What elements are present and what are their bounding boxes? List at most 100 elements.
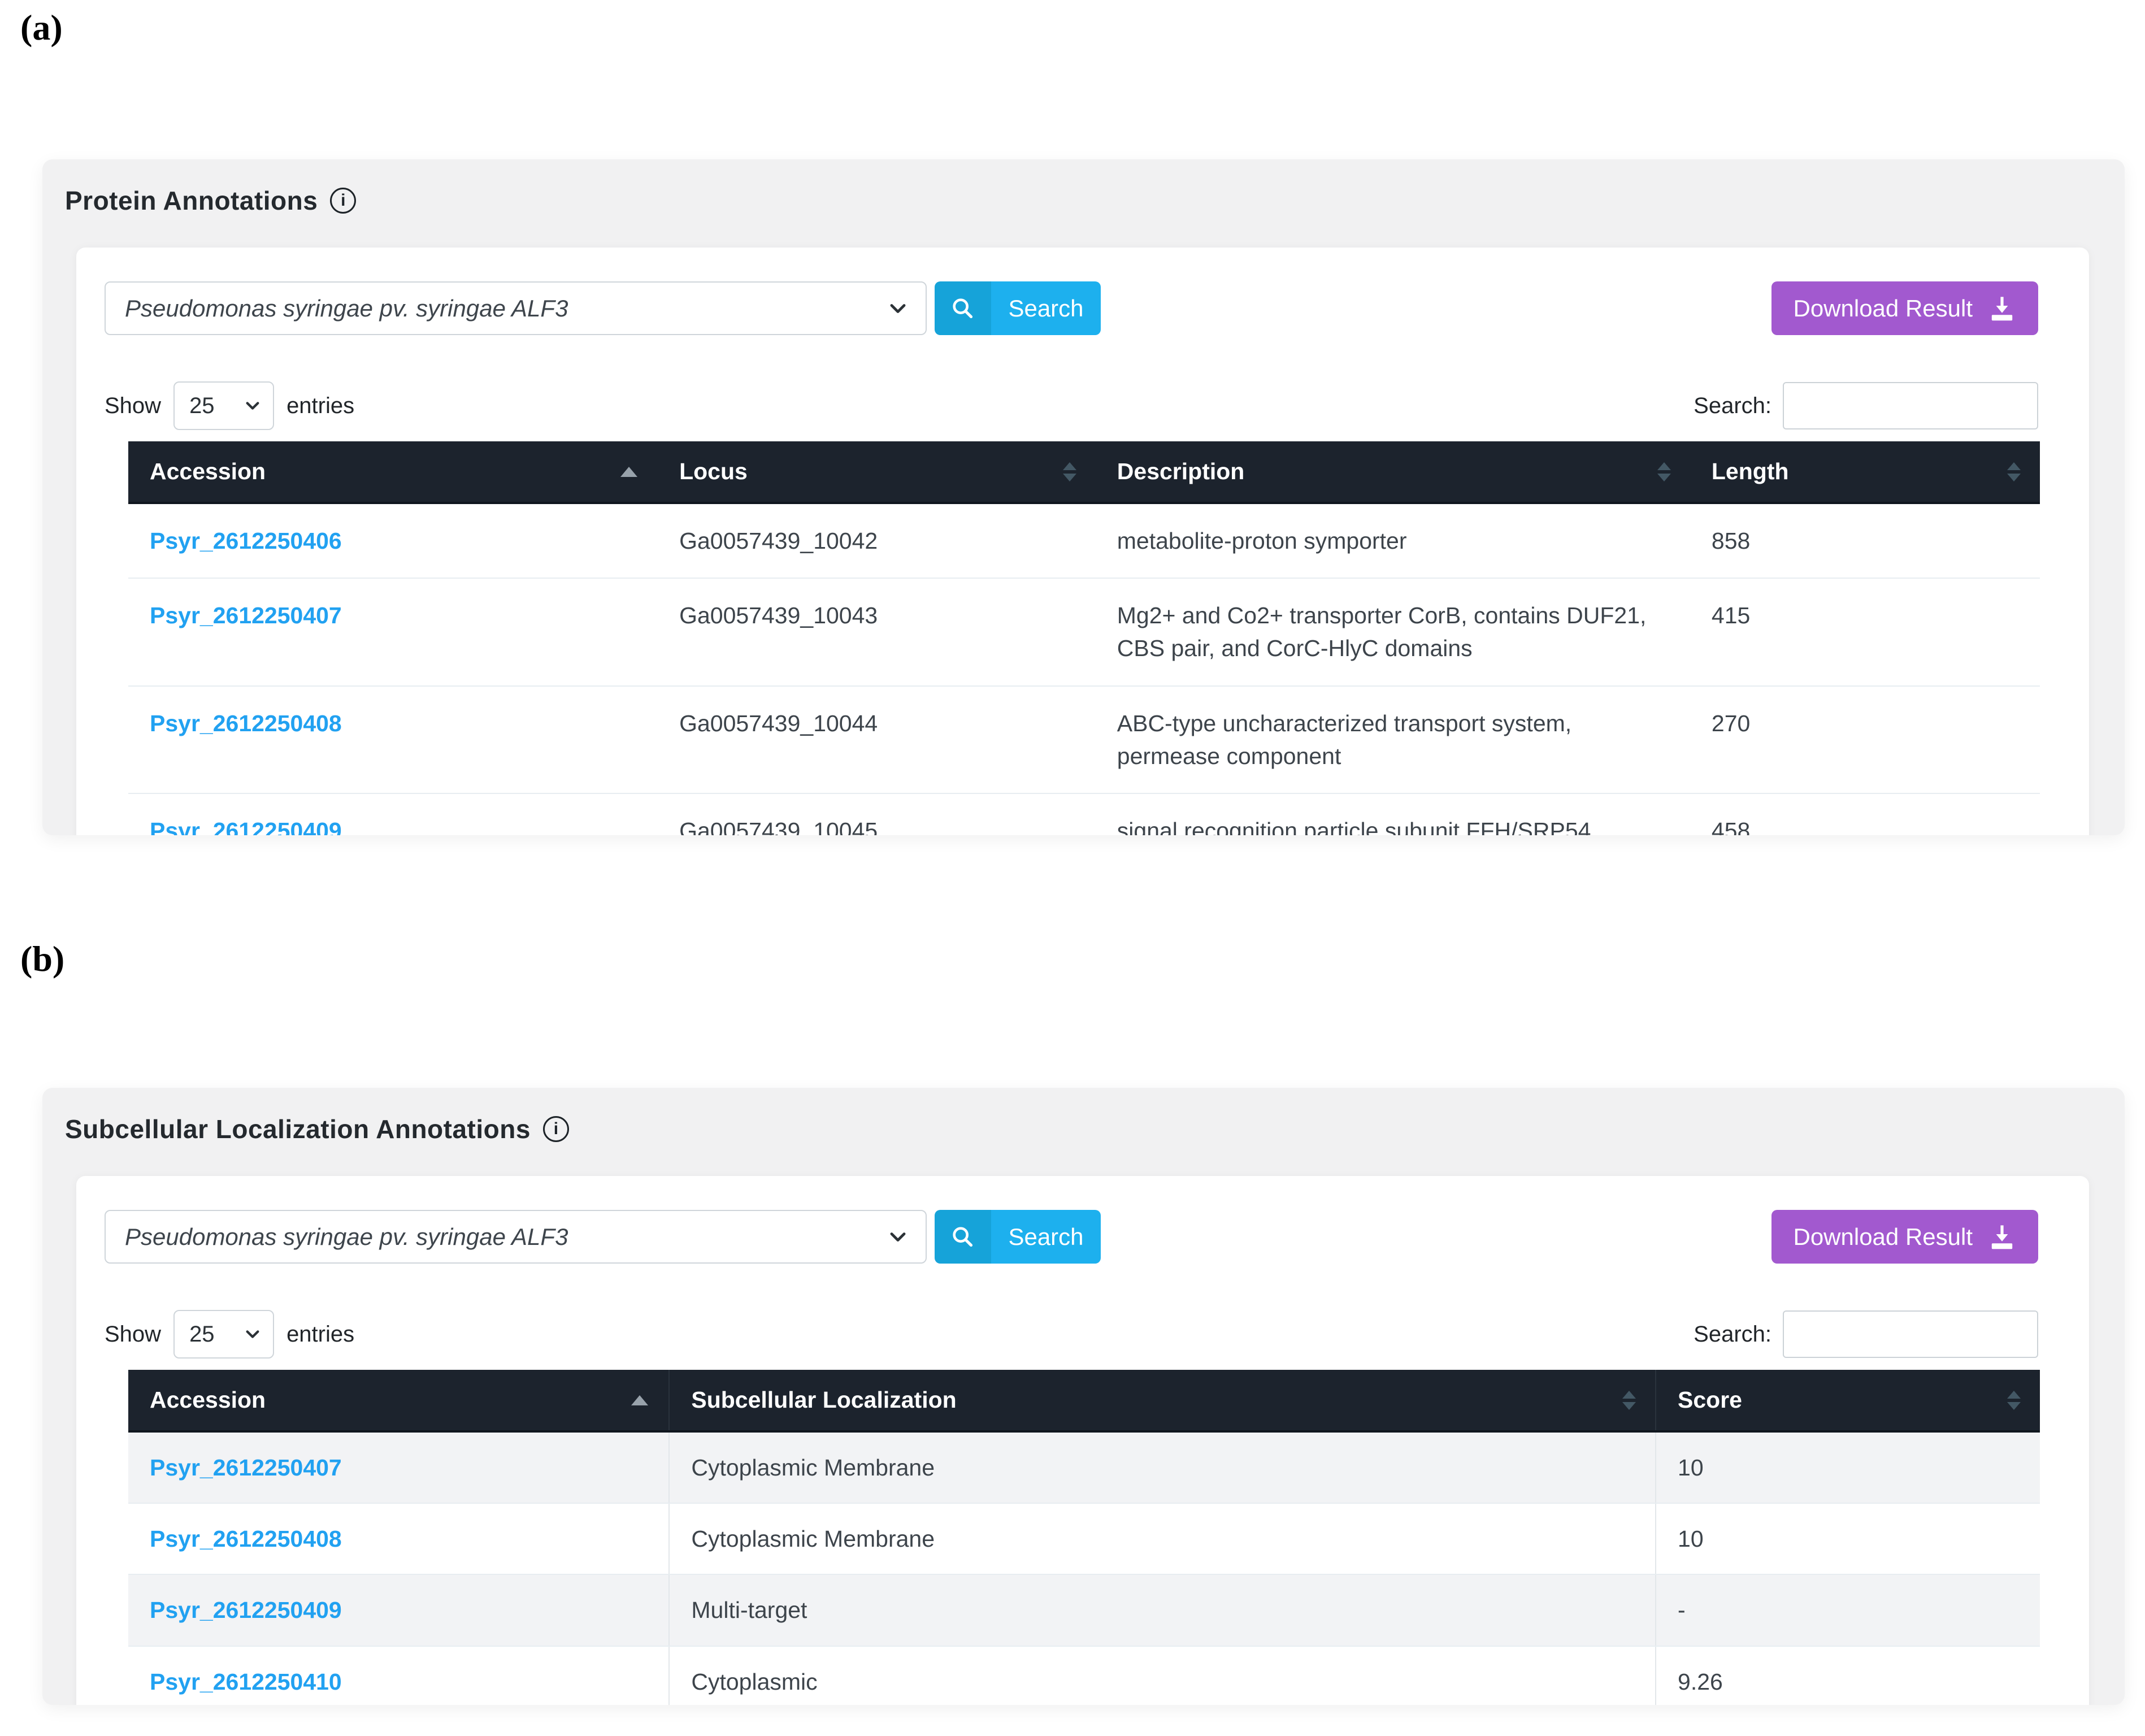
panel-b-card: Pseudomonas syringae pv. syringae ALF3 S…: [76, 1176, 2089, 1705]
table-header-row: Accession Subcellular Localization Score: [128, 1370, 2040, 1433]
accession-link[interactable]: Psyr_2612250409: [150, 818, 342, 835]
organism-search-group: Search: [935, 1210, 1101, 1264]
cell-description: Mg2+ and Co2+ transporter CorB, contains…: [1095, 578, 1690, 687]
download-icon: [1991, 296, 2013, 320]
panel-a-title-row: Protein Annotations i: [65, 185, 2125, 216]
column-header-subcellular-localization[interactable]: Subcellular Localization: [669, 1370, 1657, 1433]
table-filter-label: Search:: [1694, 1321, 1771, 1347]
sort-icon: [1622, 1390, 1636, 1410]
sort-icon: [2007, 1390, 2021, 1410]
protein-annotations-panel: Protein Annotations i Pseudomonas syring…: [42, 159, 2125, 835]
sort-asc-icon: [631, 1395, 649, 1405]
cell-score: 10: [1656, 1503, 2040, 1576]
chevron-down-icon: [890, 1232, 906, 1242]
cell-score: -: [1656, 1574, 2040, 1647]
cell-locus: Ga0057439_10043: [658, 578, 1096, 687]
cell-localization: Multi-target: [669, 1574, 1657, 1647]
table-row: Psyr_2612250407 Cytoplasmic Membrane 10: [128, 1431, 2040, 1504]
table-row: Psyr_2612250408 Ga0057439_10044 ABC-type…: [128, 685, 2040, 795]
table-filter-input[interactable]: [1783, 382, 2038, 429]
page-size-select[interactable]: 25: [173, 381, 275, 430]
sort-icon: [1062, 462, 1076, 481]
table-row: Psyr_2612250407 Ga0057439_10043 Mg2+ and…: [128, 578, 2040, 687]
cell-locus: Ga0057439_10045: [658, 793, 1096, 835]
info-icon[interactable]: i: [542, 1116, 569, 1142]
cell-score: 9.26: [1656, 1646, 2040, 1705]
table-row: Psyr_2612250409 Ga0057439_10045 signal r…: [128, 793, 2040, 835]
page-size-select[interactable]: 25: [173, 1310, 275, 1359]
table-row: Psyr_2612250408 Cytoplasmic Membrane 10: [128, 1503, 2040, 1576]
accession-link[interactable]: Psyr_2612250407: [150, 602, 342, 629]
organism-search-group: Search: [935, 281, 1101, 335]
entries-label: entries: [286, 393, 355, 418]
table-row: Psyr_2612250409 Multi-target -: [128, 1574, 2040, 1647]
accession-link[interactable]: Psyr_2612250408: [150, 1526, 342, 1552]
info-icon[interactable]: i: [330, 188, 357, 214]
column-header-length[interactable]: Length: [1690, 441, 2040, 504]
accession-link[interactable]: Psyr_2612250410: [150, 1668, 342, 1695]
cell-description: metabolite-proton symporter: [1095, 503, 1690, 579]
entries-label: entries: [286, 1321, 355, 1347]
download-result-button[interactable]: Download Result: [1771, 1210, 2038, 1264]
cell-localization: Cytoplasmic Membrane: [669, 1503, 1657, 1576]
cell-length: 270: [1690, 685, 2040, 795]
accession-link[interactable]: Psyr_2612250409: [150, 1597, 342, 1624]
page-size-value: 25: [189, 393, 215, 418]
cell-localization: Cytoplasmic Membrane: [669, 1431, 1657, 1504]
figure-label-b: (b): [20, 939, 65, 979]
organism-select[interactable]: Pseudomonas syringae pv. syringae ALF3: [105, 281, 927, 335]
page-title: Protein Annotations: [65, 186, 318, 215]
panel-a-card: Pseudomonas syringae pv. syringae ALF3 S…: [76, 248, 2089, 835]
download-result-label: Download Result: [1793, 294, 1973, 322]
page-size-value: 25: [189, 1321, 215, 1347]
cell-locus: Ga0057439_10042: [658, 503, 1096, 579]
panel-a-controls: Pseudomonas syringae pv. syringae ALF3 S…: [105, 281, 2038, 335]
table-header-row: Accession Locus Description Length: [128, 441, 2040, 504]
panel-b-title-row: Subcellular Localization Annotations i: [65, 1114, 2125, 1144]
chevron-down-icon: [246, 1330, 259, 1338]
column-header-accession[interactable]: Accession: [128, 1370, 670, 1433]
column-header-score[interactable]: Score: [1656, 1370, 2040, 1433]
table-filter-label: Search:: [1694, 393, 1771, 418]
page-title: Subcellular Localization Annotations: [65, 1114, 531, 1144]
download-icon: [1991, 1225, 2013, 1249]
search-icon: [935, 281, 991, 335]
organism-select-value: Pseudomonas syringae pv. syringae ALF3: [125, 294, 568, 322]
table-filter-input[interactable]: [1783, 1310, 2038, 1358]
organism-select[interactable]: Pseudomonas syringae pv. syringae ALF3: [105, 1210, 927, 1264]
chevron-down-icon: [246, 402, 259, 410]
cell-description: ABC-type uncharacterized transport syste…: [1095, 685, 1690, 795]
accession-link[interactable]: Psyr_2612250407: [150, 1455, 342, 1481]
cell-length: 415: [1690, 578, 2040, 687]
organism-select-value: Pseudomonas syringae pv. syringae ALF3: [125, 1223, 568, 1250]
figure-label-a: (a): [20, 7, 63, 47]
cell-length: 458: [1690, 793, 2040, 835]
accession-link[interactable]: Psyr_2612250408: [150, 710, 342, 736]
search-icon: [935, 1210, 991, 1264]
chevron-down-icon: [890, 303, 906, 313]
sort-asc-icon: [620, 466, 638, 477]
column-header-accession[interactable]: Accession: [128, 441, 658, 504]
panel-b-entries-row: Show 25 entries Search:: [105, 1310, 2038, 1359]
panel-a-entries-row: Show 25 entries Search:: [105, 381, 2038, 430]
subcellular-localization-table: Accession Subcellular Localization Score…: [128, 1370, 2040, 1705]
sort-icon: [2007, 462, 2021, 481]
table-row: Psyr_2612250410 Cytoplasmic 9.26: [128, 1646, 2040, 1705]
column-header-locus[interactable]: Locus: [658, 441, 1096, 504]
search-button[interactable]: Search: [991, 281, 1101, 335]
cell-length: 858: [1690, 503, 2040, 579]
column-header-description[interactable]: Description: [1095, 441, 1690, 504]
cell-localization: Cytoplasmic: [669, 1646, 1657, 1705]
cell-score: 10: [1656, 1431, 2040, 1504]
subcellular-localization-panel: Subcellular Localization Annotations i P…: [42, 1088, 2125, 1705]
cell-locus: Ga0057439_10044: [658, 685, 1096, 795]
download-result-button[interactable]: Download Result: [1771, 281, 2038, 335]
show-label: Show: [105, 393, 162, 418]
protein-annotations-table: Accession Locus Description Length Psyr_…: [128, 441, 2040, 835]
search-button[interactable]: Search: [991, 1210, 1101, 1264]
sort-icon: [1657, 462, 1671, 481]
cell-description: signal recognition particle subunit FFH/…: [1095, 793, 1690, 835]
accession-link[interactable]: Psyr_2612250406: [150, 528, 342, 554]
panel-b-controls: Pseudomonas syringae pv. syringae ALF3 S…: [105, 1210, 2038, 1264]
table-row: Psyr_2612250406 Ga0057439_10042 metaboli…: [128, 503, 2040, 579]
